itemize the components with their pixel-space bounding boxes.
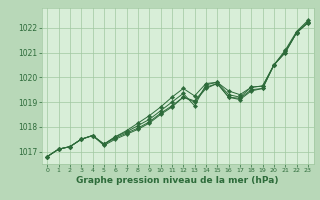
X-axis label: Graphe pression niveau de la mer (hPa): Graphe pression niveau de la mer (hPa) bbox=[76, 176, 279, 185]
